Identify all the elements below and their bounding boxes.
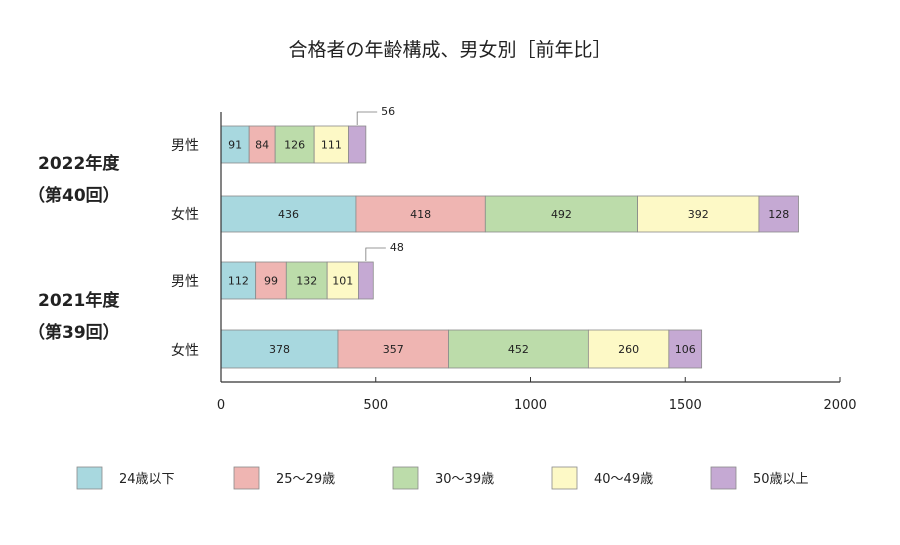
data-label: 84 [255,139,269,152]
bar-segment [758,195,799,233]
data-label: 436 [278,208,299,221]
data-label: 126 [284,139,305,152]
group-label-2021-session: （第39回） [28,322,120,343]
category-label: 女性 [171,206,199,223]
bar-segment [668,329,703,369]
legend-label: 30〜39歳 [435,472,494,487]
data-label-leader [356,111,378,125]
legend-label: 25〜29歳 [276,472,335,487]
x-tick-label: 1000 [514,398,547,413]
group-label-2022-year: 2022年度 [38,153,120,174]
category-labels: 男性 女性 男性 女性 [171,138,199,359]
legend-swatch [76,466,103,490]
legend-label: 40〜49歳 [594,472,653,487]
data-label: 132 [296,275,317,288]
axes-layer: 0 500 1000 1500 2000 [217,112,857,413]
bar-segment [587,329,670,369]
group-label-2021-year: 2021年度 [38,290,120,311]
data-label: 91 [228,139,242,152]
category-label: 女性 [171,342,199,359]
legend-label: 50歳以上 [753,472,809,487]
bar-segment [220,195,357,233]
legend-swatch [392,466,419,490]
data-label: 492 [551,208,572,221]
data-label: 56 [381,105,395,118]
x-tick-label: 1500 [669,398,702,413]
data-label: 106 [675,343,696,356]
data-label-leader [365,247,386,261]
data-label: 128 [768,208,789,221]
bar-segment [358,261,374,300]
data-label: 260 [618,343,639,356]
data-label: 111 [321,139,342,152]
bar-segment [348,125,367,164]
data-label: 452 [508,343,529,356]
data-label: 112 [228,275,249,288]
bar-segment [220,329,339,369]
data-label: 418 [410,208,431,221]
chart-title: 合格者の年齢構成、男女別［前年比］ [288,39,611,61]
x-tick-label: 500 [363,398,388,413]
data-label: 99 [264,275,278,288]
bar-segment [326,261,359,300]
legend-swatch [551,466,578,490]
category-label: 男性 [171,138,199,154]
bars-layer: 91 84 126 111 56 436 418 492 392 128 112 99 132 101 48… [220,105,799,369]
group-label-2022: 2022年度 （第40回） [28,153,120,206]
bar-segment [637,195,760,233]
legend-label: 24歳以下 [119,472,175,487]
bar-segment [248,125,276,164]
data-label: 378 [269,343,290,356]
legend-swatch [710,466,737,490]
category-label: 男性 [171,274,199,290]
bar-segment [285,261,328,300]
legend-swatch [233,466,260,490]
x-tick-label: 2000 [823,398,856,413]
data-label: 101 [332,275,353,288]
data-label: 357 [383,343,404,356]
data-label: 48 [390,241,404,254]
group-label-2021: 2021年度 （第39回） [28,290,120,343]
bar-segment [220,261,257,300]
group-label-2022-session: （第40回） [28,185,120,206]
x-tick-label: 0 [217,398,225,413]
bar-segment [355,195,486,233]
bar-segment [448,329,589,369]
legend: 24歳以下 25〜29歳 30〜39歳 40〜49歳 50歳以上 [76,466,809,490]
data-label: 392 [688,208,709,221]
bar-segment [484,195,638,233]
bar-segment [274,125,315,164]
